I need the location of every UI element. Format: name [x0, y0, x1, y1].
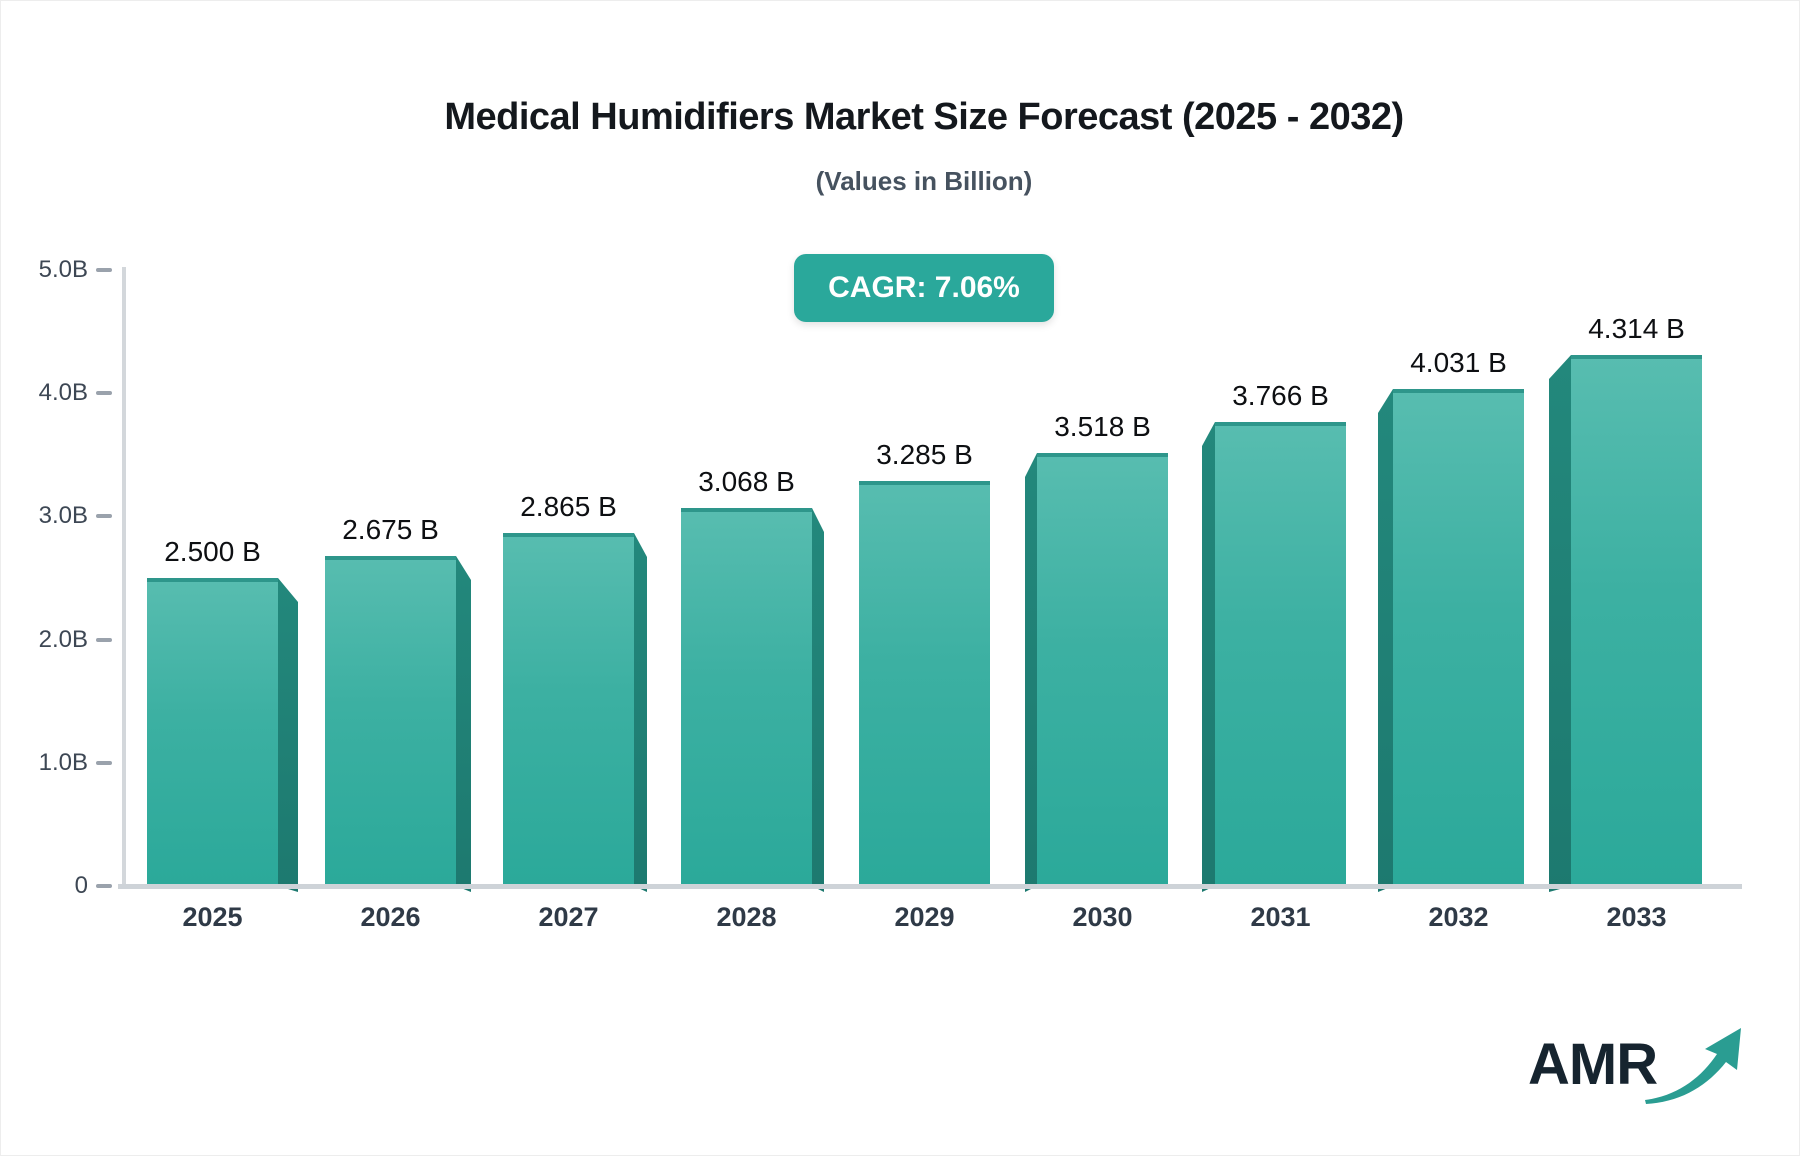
bar-2030 [1037, 453, 1168, 886]
y-axis-tick-label: 3.0B [38, 502, 88, 530]
x-axis-label: 2027 [538, 902, 599, 932]
bar-2029 [859, 481, 990, 886]
bar-value-label: 4.031 B [1410, 347, 1507, 378]
y-axis-line [122, 267, 126, 889]
bar-side-face [634, 533, 647, 892]
x-axis-label: 2033 [1606, 902, 1667, 932]
bar-side-face [1202, 422, 1215, 892]
chart-subtitle: (Values in Billion) [815, 166, 1033, 196]
bar-top-edge [681, 508, 812, 512]
cagr-badge-wrap: CAGR: 7.06% [124, 254, 1724, 322]
y-axis-tick-label: 0 [74, 872, 88, 899]
chart-title: Medical Humidifiers Market Size Forecast… [444, 96, 1404, 138]
bar-top-edge [503, 533, 634, 537]
bar-side-face [278, 578, 298, 892]
y-axis-tick [96, 637, 112, 642]
bar-side-face [1378, 389, 1393, 892]
bar-2032 [1393, 389, 1524, 886]
x-axis-label: 2028 [716, 902, 777, 932]
bar-value-label: 2.500 B [164, 536, 261, 567]
x-axis-label: 2031 [1250, 902, 1311, 932]
y-axis-tick [96, 760, 112, 765]
amr-logo: AMR [1528, 1026, 1743, 1104]
growth-arrow-icon [1645, 1028, 1742, 1104]
bar-top-edge [1571, 355, 1702, 359]
bar-top-edge [859, 481, 990, 485]
bar-top-edge [1393, 389, 1524, 393]
x-axis-label: 2026 [360, 902, 421, 932]
bar-value-label: 3.518 B [1054, 411, 1151, 442]
bar-2031 [1215, 422, 1346, 886]
y-axis-tick-label: 5.0B [38, 256, 88, 283]
bar-top-edge [147, 578, 278, 582]
y-axis-tick-label: 4.0B [38, 379, 88, 407]
bar-side-face [1025, 453, 1037, 892]
bar-2028 [681, 508, 812, 886]
y-axis-tick-label: 2.0B [38, 625, 88, 653]
cagr-badge: CAGR: 7.06% [794, 254, 1054, 322]
x-axis-label: 2029 [894, 902, 955, 932]
x-axis-label: 2032 [1428, 902, 1489, 932]
bar-2033 [1571, 355, 1702, 886]
x-axis-label: 2025 [182, 902, 243, 932]
y-axis-tick [96, 514, 112, 519]
bar-side-face [456, 556, 471, 892]
bar-2026 [325, 556, 456, 886]
bar-value-label: 3.285 B [876, 439, 973, 470]
y-axis-tick [96, 391, 112, 396]
bar-value-label: 2.675 B [342, 514, 439, 545]
bar-value-label: 3.068 B [698, 466, 795, 497]
x-axis-label: 2030 [1072, 902, 1133, 932]
bar-value-label: 4.314 B [1588, 313, 1685, 344]
bar-top-edge [1215, 422, 1346, 426]
bar-2025 [147, 578, 278, 886]
bar-value-label: 2.865 B [520, 491, 617, 522]
bar-top-edge [1037, 453, 1168, 457]
y-axis-tick [96, 268, 112, 272]
bar-side-face [812, 508, 824, 892]
y-axis-tick [96, 884, 112, 888]
bar-side-face [1549, 355, 1571, 892]
bar-value-label: 3.766 B [1232, 380, 1329, 411]
x-axis-line [118, 884, 1742, 889]
bar-2027 [503, 533, 634, 886]
logo-text: AMR [1528, 1032, 1658, 1097]
y-axis-tick-label: 1.0B [38, 748, 88, 776]
bar-top-edge [325, 556, 456, 560]
